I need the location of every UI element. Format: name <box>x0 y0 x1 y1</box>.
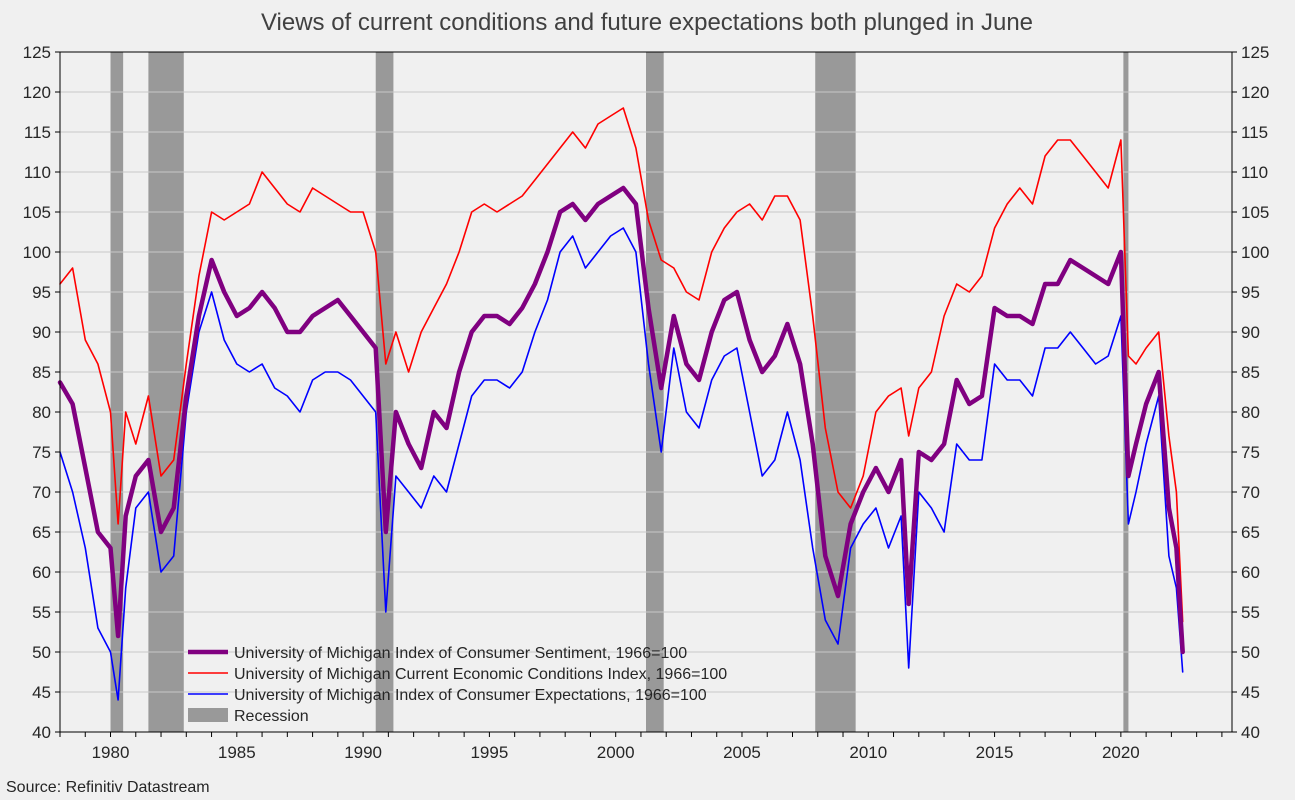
x-tick-label: 1990 <box>344 743 382 762</box>
x-axis: 1980 1985 1990 1995 2000 2005 2010 2015 2020 <box>59 732 1223 762</box>
y-tick-label: 45 <box>32 683 51 702</box>
y-tick-label: 85 <box>32 363 51 382</box>
y-tick-label: 125 <box>1241 43 1269 62</box>
source-note: Source: Refinitiv Datastream <box>6 779 210 796</box>
y-tick-label: 45 <box>1241 683 1260 702</box>
y-tick-label: 65 <box>32 523 51 542</box>
y-tick-label: 110 <box>1241 163 1268 182</box>
legend-label: University of Michigan Current Economic … <box>234 666 727 683</box>
legend-label: Recession <box>234 708 309 725</box>
y-tick-label: 120 <box>23 83 51 102</box>
plot-frame <box>59 51 1233 733</box>
y-tick-label: 100 <box>1241 243 1269 262</box>
y-tick-label: 40 <box>32 723 51 742</box>
series-line-1 <box>57 185 1185 655</box>
x-tick-label: 2020 <box>1102 743 1140 762</box>
y-tick-label: 100 <box>23 243 51 262</box>
x-tick-label: 1980 <box>92 743 130 762</box>
y-tick-label: 105 <box>23 203 51 222</box>
recession-band <box>148 52 184 732</box>
y-tick-label: 85 <box>1241 363 1260 382</box>
legend: University of Michigan Index of Consumer… <box>188 645 727 725</box>
legend-label: University of Michigan Index of Consumer… <box>234 645 687 662</box>
y-tick-label: 40 <box>1241 723 1260 742</box>
y-tick-label: 120 <box>1241 83 1269 102</box>
x-tick-label: 2005 <box>723 743 761 762</box>
y-tick-label: 50 <box>32 643 51 662</box>
x-tick-label: 1995 <box>470 743 508 762</box>
y-tick-label: 70 <box>32 483 51 502</box>
y-tick-label: 115 <box>24 123 51 142</box>
y-tick-label: 75 <box>32 443 51 462</box>
y-tick-label: 50 <box>1241 643 1260 662</box>
y-tick-label: 105 <box>1241 203 1269 222</box>
y-axis-right: 40 45 50 55 60 65 70 75 80 85 90 95 100 105 110 115 120 1… <box>1232 43 1269 742</box>
recession-band <box>646 52 664 732</box>
x-tick-label: 2015 <box>976 743 1014 762</box>
y-tick-label: 95 <box>1241 283 1260 302</box>
y-tick-label: 110 <box>24 163 51 182</box>
y-tick-label: 90 <box>32 323 51 342</box>
x-tick-label: 2010 <box>849 743 887 762</box>
series-lines <box>57 107 1185 701</box>
y-tick-label: 60 <box>1241 563 1260 582</box>
y-tick-label: 125 <box>23 43 51 62</box>
series-line-3 <box>59 227 1184 701</box>
y-tick-label: 70 <box>1241 483 1260 502</box>
x-tick-label: 1985 <box>218 743 256 762</box>
legend-label: University of Michigan Index of Consumer… <box>234 687 707 704</box>
y-tick-label: 90 <box>1241 323 1260 342</box>
y-tick-label: 80 <box>32 403 51 422</box>
chart-title: Views of current conditions and future e… <box>261 9 1033 36</box>
y-tick-label: 95 <box>32 283 51 302</box>
legend-swatch <box>188 708 228 722</box>
x-tick-label: 2000 <box>597 743 635 762</box>
y-tick-label: 65 <box>1241 523 1260 542</box>
y-axis-left: 40 45 50 55 60 65 70 75 80 85 90 95 100 105 110 115 120 1… <box>23 43 60 742</box>
y-tick-label: 55 <box>1241 603 1260 622</box>
y-tick-label: 60 <box>32 563 51 582</box>
y-tick-label: 115 <box>1241 123 1268 142</box>
series-line-2 <box>59 107 1184 623</box>
y-tick-label: 55 <box>32 603 51 622</box>
y-tick-label: 80 <box>1241 403 1260 422</box>
y-tick-label: 75 <box>1241 443 1260 462</box>
